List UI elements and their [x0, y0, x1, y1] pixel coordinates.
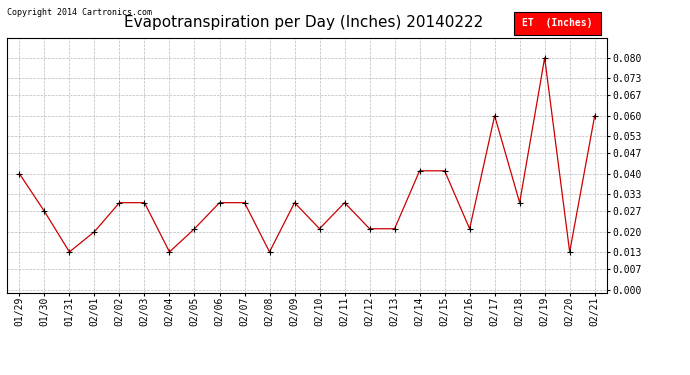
- Text: Evapotranspiration per Day (Inches) 20140222: Evapotranspiration per Day (Inches) 2014…: [124, 15, 483, 30]
- FancyBboxPatch shape: [514, 12, 601, 35]
- Text: ET  (Inches): ET (Inches): [522, 18, 593, 28]
- Text: Copyright 2014 Cartronics.com: Copyright 2014 Cartronics.com: [7, 8, 152, 17]
